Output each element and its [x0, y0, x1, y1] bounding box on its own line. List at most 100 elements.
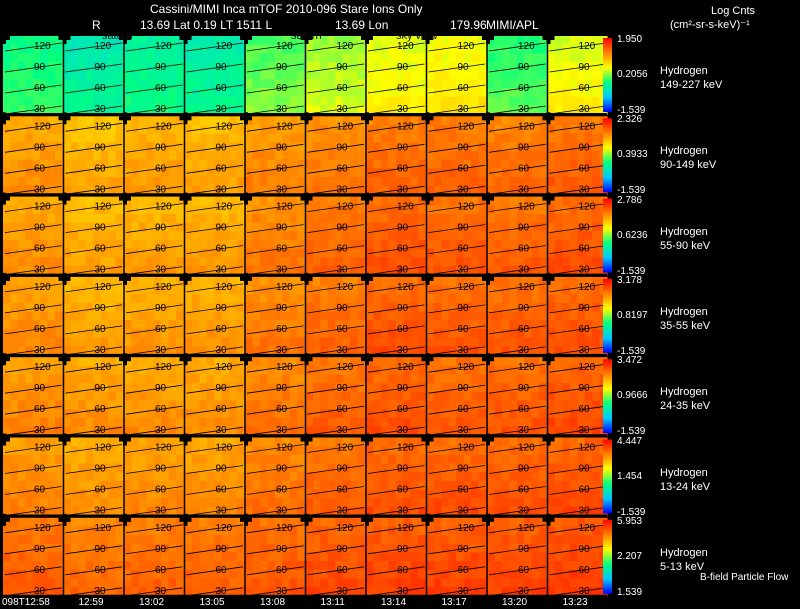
heatmap-cell — [282, 213, 291, 224]
heatmap-cell — [547, 79, 556, 89]
heatmap-cell — [494, 498, 503, 508]
heatmap-cell — [63, 159, 72, 169]
heatmap-cell — [554, 357, 563, 367]
heatmap-cell — [547, 346, 556, 356]
heatmap-cell — [327, 176, 336, 187]
heatmap-cell — [199, 480, 208, 491]
heatmap-cell — [441, 213, 450, 224]
heatmap-cell — [206, 88, 215, 98]
heatmap-cell — [47, 320, 56, 330]
heatmap-cell — [85, 506, 94, 517]
heatmap-cell — [40, 213, 49, 224]
heatmap-cell — [426, 526, 435, 536]
heatmap-cell — [448, 535, 457, 545]
heatmap-cell — [32, 535, 41, 545]
heatmap-cell — [55, 88, 64, 98]
heatmap-cell — [115, 116, 124, 126]
heatmap-cell — [357, 535, 366, 545]
heatmap-cell — [524, 133, 533, 143]
lon-label: 13.69 Lon — [335, 18, 389, 32]
heatmap-cell — [305, 463, 314, 473]
heatmap-cell — [410, 285, 419, 295]
heatmap-cell — [168, 176, 177, 187]
heatmap-cell — [539, 231, 548, 241]
heatmap-cell — [153, 133, 162, 143]
heatmap-cell — [516, 185, 525, 195]
heatmap-cell — [539, 357, 548, 367]
heatmap-cell — [214, 569, 223, 580]
heatmap-cell — [199, 446, 208, 456]
heatmap-cell — [78, 257, 87, 267]
heatmap-cell — [47, 239, 56, 250]
heatmap-cell — [32, 205, 41, 215]
heatmap-cell — [3, 365, 12, 376]
heatmap-cell — [373, 498, 382, 508]
heatmap-cell — [592, 357, 601, 367]
heatmap-cell — [100, 276, 109, 287]
heatmap-cell — [373, 222, 382, 232]
heatmap-cell — [282, 276, 291, 287]
heatmap-cell — [373, 391, 382, 402]
heatmap-cell — [153, 489, 162, 499]
heatmap-cell — [448, 168, 457, 178]
heatmap-tile — [184, 116, 245, 195]
heatmap-cell — [509, 150, 518, 161]
heatmap-cell — [380, 320, 389, 330]
heatmap-cell — [524, 357, 533, 367]
heatmap-cell — [85, 578, 94, 588]
heatmap-cell — [320, 302, 329, 313]
heatmap-cell — [463, 517, 472, 528]
heatmap-cell — [418, 374, 427, 384]
heatmap-cell — [10, 116, 19, 126]
heatmap-cell — [93, 543, 102, 554]
heatmap-cell — [357, 346, 366, 356]
heatmap-cell — [410, 231, 419, 241]
heatmap-cell — [85, 311, 94, 321]
heatmap-cell — [32, 437, 41, 447]
heatmap-cell — [373, 337, 382, 347]
heatmap-cell — [487, 417, 496, 428]
heatmap-cell — [471, 357, 480, 367]
heatmap-cell — [456, 346, 465, 356]
heatmap-cell — [297, 276, 306, 287]
heatmap-cell — [191, 400, 200, 410]
heatmap-cell — [274, 276, 283, 287]
heatmap-cell — [509, 320, 518, 330]
heatmap-cell — [357, 265, 366, 276]
heatmap-cell — [471, 176, 480, 187]
heatmap-cell — [509, 517, 518, 528]
heatmap-cell — [516, 357, 525, 367]
heatmap-cell — [487, 133, 496, 143]
heatmap-cell — [40, 276, 49, 287]
heatmap-cell — [168, 374, 177, 384]
heatmap-cell — [456, 257, 465, 267]
heatmap-cell — [433, 62, 442, 72]
heatmap-cell — [501, 62, 510, 72]
heatmap-cell — [85, 391, 94, 402]
heatmap-cell — [138, 88, 147, 98]
heatmap-cell — [115, 239, 124, 250]
heatmap-cell — [124, 517, 133, 528]
heatmap-cell — [17, 409, 26, 419]
heatmap-cell — [199, 311, 208, 321]
heatmap-cell — [47, 561, 56, 571]
heatmap-cell — [161, 185, 170, 195]
heatmap-cell — [245, 239, 254, 250]
heatmap-cell — [418, 150, 427, 161]
heatmap-cell — [357, 506, 366, 517]
heatmap-cell — [3, 302, 12, 313]
heatmap-cell — [168, 446, 177, 456]
heatmap-cell — [297, 463, 306, 473]
heatmap-cell — [373, 320, 382, 330]
heatmap-cell — [40, 248, 49, 258]
heatmap-cell — [289, 311, 298, 321]
heatmap-cell — [584, 437, 593, 447]
heatmap-cell — [463, 294, 472, 304]
heatmap-cell — [577, 446, 586, 456]
heatmap-cell — [297, 176, 306, 187]
heatmap-cell — [236, 498, 245, 508]
heatmap-cell — [259, 480, 268, 491]
heatmap-cell — [426, 302, 435, 313]
heatmap-cell — [509, 374, 518, 384]
heatmap-cell — [146, 105, 155, 115]
